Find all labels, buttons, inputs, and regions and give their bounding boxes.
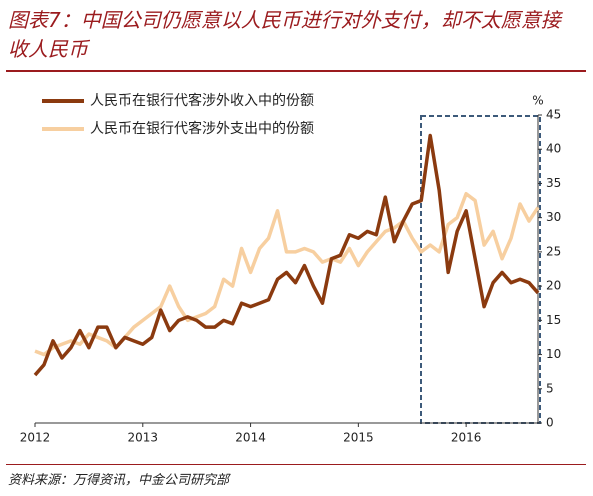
y-tick-label: 35 <box>546 176 561 190</box>
y-unit: % <box>532 94 543 108</box>
y-tick-label: 45 <box>546 108 561 122</box>
y-tick-label: 5 <box>546 381 554 395</box>
x-tick-label: 2016 <box>451 431 482 445</box>
title-rule <box>6 70 586 72</box>
y-tick-label: 15 <box>546 313 561 327</box>
y-tick-label: 0 <box>546 416 554 430</box>
y-tick-label: 40 <box>546 142 561 156</box>
legend-label: 人民币在银行代客涉外支出中的份额 <box>90 120 314 137</box>
highlight-box <box>420 115 541 424</box>
x-tick-label: 2013 <box>128 431 159 445</box>
y-tick-label: 30 <box>546 210 561 224</box>
y-tick-label: 10 <box>546 347 561 361</box>
legend-label: 人民币在银行代客涉外收入中的份额 <box>90 92 314 109</box>
series-line <box>33 133 540 377</box>
x-tick-label: 2014 <box>235 431 266 445</box>
source-rule <box>6 464 586 465</box>
chart-title: 图表7：中国公司仍愿意以人民币进行对外支付，却不太愿意接收人民币 <box>8 8 561 61</box>
x-tick-label: 2012 <box>20 431 51 445</box>
x-tick-label: 2015 <box>343 431 374 445</box>
y-tick-label: 20 <box>546 279 561 293</box>
y-tick-label: 25 <box>546 244 561 258</box>
source-note: 资料来源：万得资讯，中金公司研究部 <box>8 473 230 488</box>
